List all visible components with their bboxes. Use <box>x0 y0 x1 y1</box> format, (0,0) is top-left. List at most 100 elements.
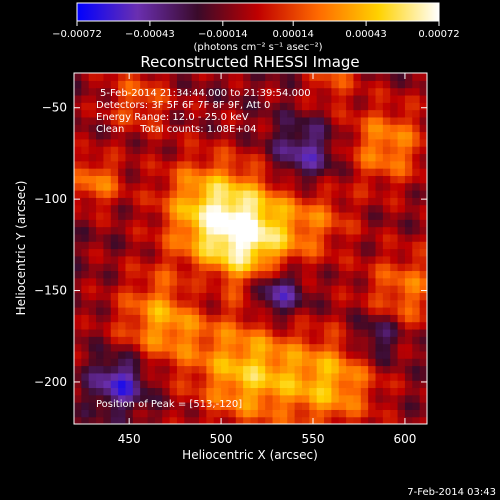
heatmap-cell <box>213 226 222 235</box>
heatmap-cell <box>228 255 237 264</box>
heatmap-cell <box>213 73 222 81</box>
heatmap-cell <box>404 285 413 293</box>
heatmap-cell <box>257 263 266 272</box>
heatmap-cell <box>169 328 178 337</box>
heatmap-cell <box>81 277 90 286</box>
heatmap-cell <box>331 292 340 301</box>
heatmap-cell <box>294 248 303 257</box>
heatmap-cell <box>353 204 362 213</box>
heatmap-cell <box>110 292 119 301</box>
heatmap-cell <box>235 241 244 250</box>
heatmap-cell <box>184 175 193 184</box>
heatmap-cell <box>132 131 141 140</box>
heatmap-cell <box>81 153 90 162</box>
heatmap-cell <box>228 190 237 198</box>
heatmap-cell <box>88 197 97 206</box>
heatmap-cell <box>397 314 406 323</box>
heatmap-cell <box>301 116 310 125</box>
heatmap-cell <box>412 343 421 352</box>
heatmap-cell <box>382 116 391 125</box>
heatmap-cell <box>250 328 259 337</box>
heatmap-cell <box>294 299 303 308</box>
heatmap-cell <box>162 321 171 330</box>
heatmap-cell <box>213 380 222 389</box>
heatmap-cell <box>404 87 413 96</box>
heatmap-cell <box>309 285 318 293</box>
heatmap-cell <box>301 197 310 206</box>
heatmap-cell <box>221 292 230 301</box>
heatmap-cell <box>154 190 163 198</box>
heatmap-cell <box>331 131 340 140</box>
heatmap-cell <box>346 365 355 374</box>
heatmap-cell <box>228 248 237 257</box>
heatmap-cell <box>382 321 391 330</box>
heatmap-cell <box>74 190 82 198</box>
heatmap-cell <box>206 365 215 374</box>
heatmap-cell <box>88 292 97 301</box>
heatmap-cell <box>257 328 266 337</box>
heatmap-cell <box>176 109 185 118</box>
heatmap-cell <box>103 255 112 264</box>
heatmap-cell <box>125 263 134 272</box>
heatmap-cell <box>382 277 391 286</box>
heatmap-cell <box>162 87 171 96</box>
heatmap-cell <box>419 270 427 279</box>
heatmap-cell <box>279 336 288 345</box>
heatmap-cell <box>132 233 141 242</box>
heatmap-cell <box>338 109 347 118</box>
heatmap-cell <box>81 160 90 169</box>
heatmap-cell <box>419 204 427 213</box>
heatmap-cell <box>250 87 259 96</box>
heatmap-cell <box>338 226 347 235</box>
heatmap-cell <box>74 197 82 206</box>
heatmap-cell <box>316 109 325 118</box>
heatmap-cell <box>169 387 178 396</box>
heatmap-cell <box>191 109 200 118</box>
heatmap-cell <box>419 211 427 220</box>
heatmap-cell <box>324 219 332 228</box>
heatmap-cell <box>176 248 185 257</box>
heatmap-cell <box>88 94 97 103</box>
heatmap-cell <box>382 109 391 118</box>
heatmap-cell <box>375 233 384 242</box>
heatmap-cell <box>81 211 90 220</box>
heatmap-cell <box>169 102 178 111</box>
heatmap-cell <box>390 116 399 125</box>
heatmap-cell <box>184 160 193 169</box>
heatmap-cell <box>96 343 105 352</box>
heatmap-cell <box>250 80 259 89</box>
heatmap-cell <box>390 263 399 272</box>
heatmap-cell <box>257 102 266 111</box>
heatmap-cell <box>74 299 82 308</box>
heatmap-cell <box>154 394 163 403</box>
heatmap-cell <box>118 299 127 308</box>
heatmap-cell <box>287 80 296 89</box>
heatmap-cell <box>331 416 340 424</box>
heatmap-cell <box>162 131 171 140</box>
heatmap-cell <box>221 263 230 272</box>
heatmap-cell <box>103 138 112 147</box>
heatmap-cell <box>132 314 141 323</box>
heatmap-cell <box>419 372 427 381</box>
heatmap-cell <box>140 219 149 228</box>
heatmap-cell <box>346 124 355 133</box>
heatmap-cell <box>176 255 185 264</box>
heatmap-cell <box>118 197 127 206</box>
heatmap-cell <box>309 131 318 140</box>
heatmap-cell <box>338 336 347 345</box>
heatmap-cell <box>382 394 391 403</box>
heatmap-cell <box>404 409 413 418</box>
heatmap-cell <box>390 80 399 89</box>
heatmap-cell <box>103 299 112 308</box>
heatmap-cell <box>147 270 156 279</box>
heatmap-cell <box>243 109 252 118</box>
heatmap-cell <box>331 204 340 213</box>
heatmap-cell <box>412 270 421 279</box>
heatmap-cell <box>287 255 296 264</box>
heatmap-cell <box>191 102 200 111</box>
heatmap-cell <box>257 109 266 118</box>
heatmap-cell <box>243 307 252 315</box>
heatmap-cell <box>228 299 237 308</box>
heatmap-cell <box>118 175 127 184</box>
heatmap-cell <box>368 168 377 176</box>
